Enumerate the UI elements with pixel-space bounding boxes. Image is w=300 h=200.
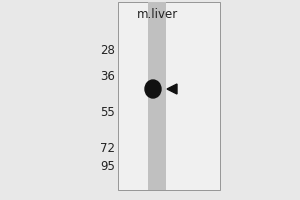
Text: 72: 72 [100,142,115,156]
Bar [148,2,166,190]
Text: m.liver: m.liver [136,8,178,21]
Bar [118,2,220,190]
Text: 28: 28 [100,45,115,58]
Polygon shape [167,84,177,94]
Text: 55: 55 [100,106,115,118]
Text: 95: 95 [100,160,115,173]
Ellipse shape [145,80,161,98]
Text: 36: 36 [100,71,115,84]
